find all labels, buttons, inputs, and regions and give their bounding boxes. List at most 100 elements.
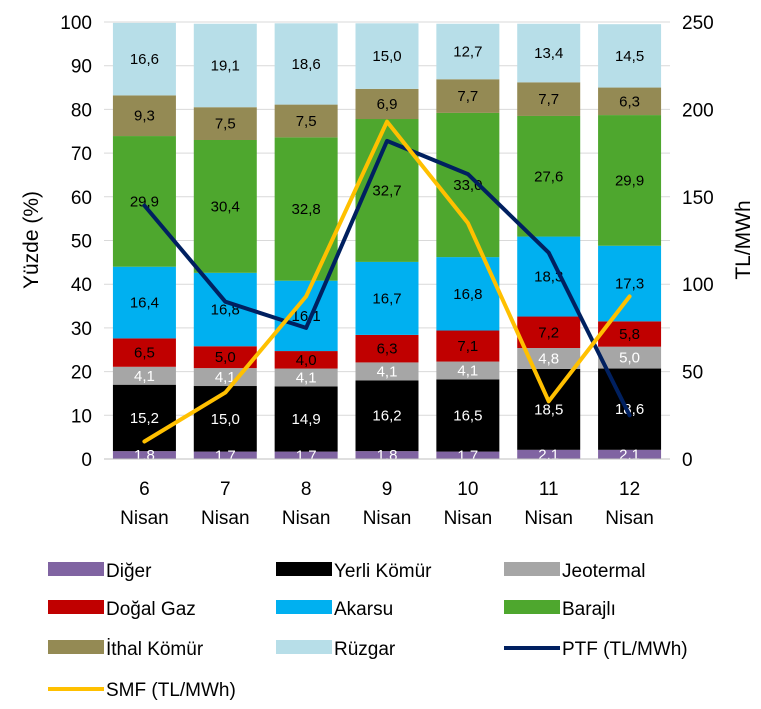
data-label: 7,7 — [457, 88, 478, 105]
bar-segment — [517, 23, 581, 83]
legend-label: SMF (TL/MWh) — [106, 680, 236, 701]
data-label: 1,7 — [296, 447, 317, 464]
y-tick-label-left: 100 — [60, 13, 92, 34]
data-label: 16,2 — [372, 408, 401, 425]
y-tick-label-left: 30 — [71, 319, 92, 340]
data-label: 1,8 — [377, 447, 398, 464]
y-tick-label-left: 10 — [71, 406, 92, 427]
bar-segment — [598, 346, 662, 369]
data-label: 1,8 — [134, 447, 155, 464]
bar-segment — [193, 139, 257, 273]
bar-segment — [355, 23, 419, 89]
data-label: 9,3 — [134, 108, 155, 125]
legend-swatch — [276, 600, 332, 614]
bar-segment — [517, 316, 581, 349]
data-label: 4,1 — [134, 368, 155, 385]
bar-segment — [598, 115, 662, 246]
x-tick-label: 12 — [619, 479, 640, 500]
right-axis-ticks: 0 50 100 150 200 250 — [682, 13, 714, 471]
bar-segment — [112, 366, 176, 385]
x-tick-label: Nisan — [201, 508, 250, 529]
bar-segment — [355, 88, 419, 120]
y-tick-label-left: 50 — [71, 232, 92, 253]
price-lines — [142, 119, 632, 444]
bar-segment — [193, 386, 257, 452]
x-tick-label: 7 — [220, 479, 231, 500]
bar-segment — [436, 112, 500, 258]
legend-label: Jeotermal — [562, 561, 645, 582]
data-label: 1,7 — [215, 447, 236, 464]
bar-segment — [274, 137, 338, 281]
bar-segment — [517, 236, 581, 317]
data-label: 5,0 — [619, 350, 640, 367]
bar-segment — [193, 451, 257, 459]
legend: Diğer Yerli Kömür Jeotermal Doğal Gaz Akarsu… — [48, 561, 688, 701]
y-tick-label-right: 100 — [682, 275, 714, 296]
data-label: 32,8 — [292, 201, 321, 218]
legend-label: Rüzgar — [334, 639, 396, 660]
x-tick-label: Nisan — [120, 508, 169, 529]
bar-segment — [274, 351, 338, 369]
bar-segment — [436, 361, 500, 380]
bar-segment — [274, 104, 338, 138]
data-label: 30,4 — [211, 198, 240, 215]
data-label: 7,7 — [538, 91, 559, 108]
data-label: 7,5 — [215, 116, 236, 133]
data-label: 5,0 — [215, 349, 236, 366]
data-label: 1,7 — [457, 447, 478, 464]
data-label: 18,3 — [534, 269, 563, 286]
x-tick-label: 8 — [301, 479, 312, 500]
data-label: 2,1 — [619, 446, 640, 463]
bar-segment — [112, 95, 176, 137]
data-label: 16,4 — [130, 295, 159, 312]
x-tick-label: 10 — [457, 479, 478, 500]
bar-segment — [112, 136, 176, 267]
left-axis-ticks: 0 10 20 30 40 50 60 70 80 90 100 — [60, 13, 92, 471]
bar-labels: 1,8 15,2 4,1 6,5 16,4 29,9 9,3 16,6 1,7 15,0 4,1 5,… — [130, 43, 644, 464]
x-tick-label: Nisan — [444, 508, 493, 529]
legend-swatch — [276, 640, 332, 654]
legend-label: Doğal Gaz — [106, 599, 196, 620]
bar-segment — [598, 245, 662, 322]
y-tick-label-right: 50 — [682, 363, 703, 384]
bar-segment — [274, 368, 338, 387]
legend-label: Barajlı — [562, 599, 616, 620]
y-tick-label-left: 60 — [71, 188, 92, 209]
data-label: 16,8 — [453, 286, 482, 303]
bar-segment — [598, 449, 662, 459]
left-axis-title: Yüzde (%) — [20, 191, 43, 289]
data-label: 16,5 — [453, 408, 482, 425]
x-tick-label: 6 — [139, 479, 150, 500]
x-tick-label: Nisan — [363, 508, 412, 529]
bar-segment — [193, 23, 257, 108]
y-tick-label-left: 20 — [71, 363, 92, 384]
right-axis-title: TL/MWh — [732, 200, 755, 279]
data-label: 16,6 — [130, 51, 159, 68]
data-label: 6,3 — [377, 341, 398, 358]
y-tick-label-right: 150 — [682, 188, 714, 209]
bar-segment — [274, 23, 338, 105]
x-tick-label: Nisan — [605, 508, 654, 529]
data-label: 29,9 — [615, 172, 644, 189]
y-tick-label-right: 250 — [682, 13, 714, 34]
bar-segment — [193, 107, 257, 140]
data-label: 6,9 — [377, 96, 398, 113]
legend-swatch — [504, 562, 560, 576]
bar-segment — [112, 266, 176, 339]
bar-segment — [436, 451, 500, 459]
legend-swatch — [504, 600, 560, 614]
data-label: 6,5 — [134, 345, 155, 362]
y-tick-label-left: 40 — [71, 275, 92, 296]
data-label: 19,1 — [211, 57, 240, 74]
y-tick-label-left: 80 — [71, 100, 92, 121]
bar-segment — [193, 346, 257, 369]
data-label: 18,6 — [292, 56, 321, 73]
bar-segment — [598, 368, 662, 450]
data-label: 15,0 — [211, 411, 240, 428]
bar-segment — [517, 82, 581, 116]
bar-segment — [112, 451, 176, 459]
legend-swatch — [48, 640, 104, 654]
legend-label: İthal Kömür — [106, 639, 204, 660]
bar-segment — [355, 261, 419, 335]
